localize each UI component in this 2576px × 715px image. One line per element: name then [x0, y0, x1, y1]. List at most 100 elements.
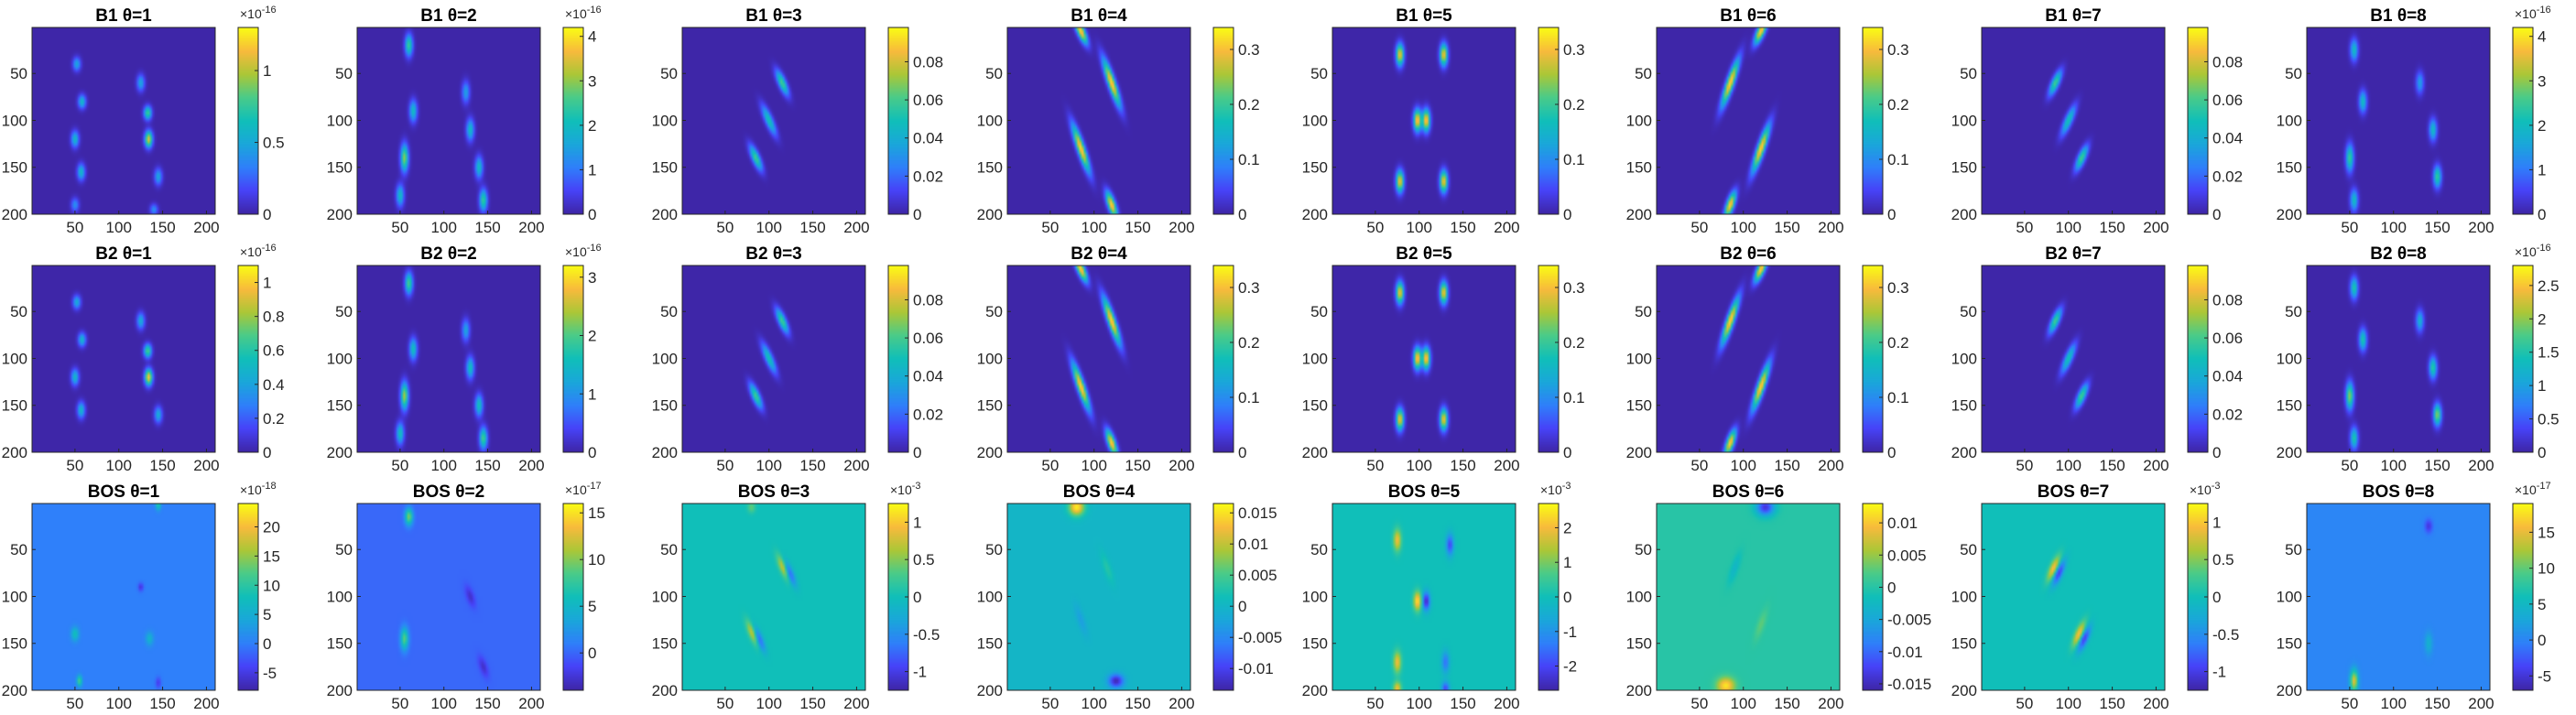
colorbar	[2513, 27, 2533, 214]
colorbar-box	[1862, 503, 1884, 691]
colorbar-tick-label: 0.1	[1887, 389, 1909, 406]
y-tick-label: 50	[1310, 541, 1328, 558]
y-tick-label: 200	[2, 682, 27, 699]
colorbar-tick-label: 2	[2538, 117, 2546, 135]
colorbar-tick-label: 1	[2538, 161, 2546, 179]
x-tick-label: 100	[431, 695, 457, 712]
heatmap-image	[357, 504, 540, 690]
axes-box	[1656, 503, 1841, 691]
colorbar-tick-label: 0.02	[2212, 406, 2243, 423]
y-tick-label: 150	[1302, 635, 1328, 653]
y-tick-label: 50	[985, 541, 1003, 558]
y-tick-label: 200	[1626, 444, 1652, 461]
x-tick-label: 200	[1168, 457, 1194, 474]
colorbar-box	[237, 503, 259, 691]
y-tick-label: 50	[335, 303, 353, 320]
x-tick-label: 100	[431, 219, 457, 236]
colorbar-box	[1862, 27, 1884, 215]
x-tick-label: 150	[1125, 457, 1150, 474]
heatmap-image	[32, 504, 215, 690]
colorbar	[1863, 504, 1883, 690]
y-tick-label: 100	[652, 112, 678, 129]
panel-2-5: BOS θ=6 50 100 150 200 50 100 150 200 -0.015 -0.01…	[1626, 482, 1932, 712]
colorbar-tick-label: 0.2	[263, 410, 285, 428]
panel-title: B1 θ=6	[1720, 6, 1777, 26]
y-tick-label: 100	[2277, 350, 2302, 367]
x-tick-label: 100	[1407, 219, 1432, 236]
y-tick-label: 100	[652, 350, 678, 367]
y-tick-label: 100	[1302, 588, 1328, 605]
x-tick-label: 100	[1081, 219, 1107, 236]
heatmap-image	[2307, 504, 2490, 690]
heatmap-image	[32, 265, 215, 452]
y-tick-label: 200	[652, 444, 678, 461]
y-tick-label: 200	[2277, 682, 2302, 699]
x-tick-label: 200	[2468, 219, 2494, 236]
y-tick-label: 50	[1635, 303, 1652, 320]
colorbar-tick-label: 1	[263, 62, 271, 80]
colorbar-tick-label: 0.3	[1238, 41, 1260, 59]
heatmap-image	[2307, 27, 2490, 214]
colorbar-tick-label: 0.4	[263, 376, 285, 394]
colorbar-exponent: ×10-3	[1540, 481, 1571, 497]
colorbar-tick-label: 0.06	[913, 330, 943, 347]
colorbar-tick-label: 4	[2538, 28, 2546, 46]
y-tick-label: 100	[2, 350, 27, 367]
x-tick-label: 150	[1774, 457, 1799, 474]
panel-1-6: B2 θ=7 50 100 150 200 50 100 150 200 0 0.02 0.04 0.0…	[1951, 244, 2243, 474]
axes-box	[1656, 27, 1841, 215]
y-tick-label: 200	[652, 206, 678, 223]
colorbar-tick-label: 0.5	[263, 135, 285, 152]
y-tick-label: 150	[1302, 397, 1328, 415]
y-tick-label: 200	[327, 444, 353, 461]
x-tick-label: 100	[756, 695, 782, 712]
y-tick-label: 100	[1626, 588, 1652, 605]
colorbar	[1538, 27, 1559, 214]
y-tick-label: 200	[1951, 206, 1977, 223]
x-tick-label: 50	[2341, 457, 2358, 474]
x-tick-label: 100	[1407, 695, 1432, 712]
x-tick-label: 50	[391, 219, 408, 236]
heatmap-image	[1657, 504, 1840, 690]
panel-title: B2 θ=1	[95, 244, 152, 264]
x-tick-label: 50	[391, 457, 408, 474]
colorbar-tick-label: 3	[588, 72, 596, 90]
y-tick-label: 150	[327, 397, 353, 415]
colorbar-box	[887, 27, 909, 215]
colorbar-tick-label: 0.06	[2212, 330, 2243, 347]
colorbar-exponent: ×10-18	[240, 481, 277, 497]
panel-title: BOS θ=1	[88, 482, 160, 502]
y-tick-label: 50	[10, 541, 27, 558]
colorbar-tick-label: 1	[2538, 377, 2546, 395]
colorbar-box	[1212, 265, 1234, 453]
colorbar-tick-label: 0.2	[1887, 96, 1909, 114]
x-tick-label: 200	[1818, 219, 1843, 236]
colorbar-tick-label: 0.08	[913, 53, 943, 70]
axes-box	[1981, 503, 2166, 691]
x-tick-label: 150	[2099, 219, 2125, 236]
y-tick-label: 200	[1951, 444, 1977, 461]
axes-box	[356, 27, 541, 215]
x-tick-label: 50	[2016, 457, 2033, 474]
x-tick-label: 200	[843, 457, 869, 474]
y-tick-label: 150	[1951, 159, 1977, 177]
x-tick-label: 150	[1125, 219, 1150, 236]
x-tick-label: 200	[2143, 695, 2168, 712]
colorbar-tick-label: 0.5	[2538, 411, 2560, 428]
y-tick-label: 150	[977, 397, 1003, 415]
y-tick-label: 150	[327, 159, 353, 177]
colorbar-tick-label: 0	[2212, 589, 2221, 606]
panel-title: B1 θ=5	[1396, 6, 1452, 26]
colorbar-tick-label: 0	[913, 206, 921, 223]
panel-0-2: B1 θ=3 50 100 150 200 50 100 150 200 0 0.02 0.04 0.0…	[652, 6, 943, 236]
colorbar-box	[2512, 265, 2534, 453]
y-tick-label: 50	[1960, 303, 1977, 320]
colorbar-tick-label: 0.04	[2212, 130, 2243, 147]
y-tick-label: 100	[2277, 112, 2302, 129]
x-tick-label: 150	[474, 695, 500, 712]
colorbar-tick-label: -1	[1563, 623, 1577, 641]
colorbar-tick-label: 2	[588, 328, 596, 345]
y-tick-label: 150	[977, 159, 1003, 177]
x-tick-label: 50	[716, 457, 734, 474]
panel-title: B2 θ=7	[2045, 244, 2102, 264]
